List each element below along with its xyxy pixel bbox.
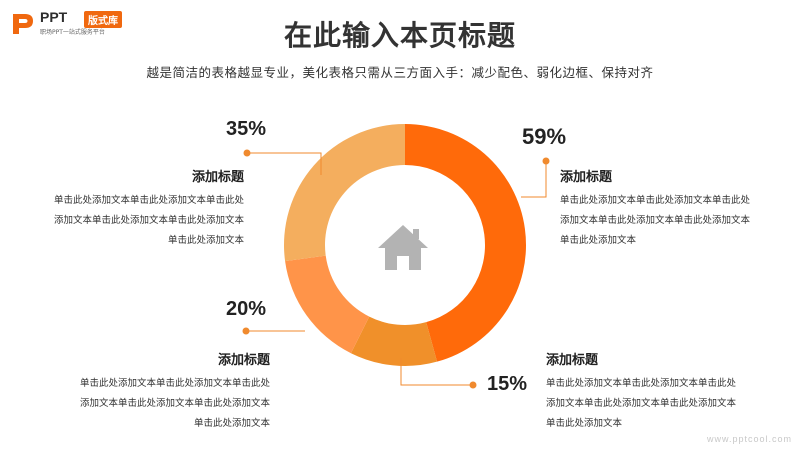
leader-line-15 — [400, 358, 477, 389]
block-line: 单击此处添加文本单击此处添加文本单击此处 — [79, 378, 270, 389]
text-block-bottom-right: 添加标题 单击此处添加文本单击此处添加文本单击此处 添加文本单击此处添加文本单击… — [546, 349, 776, 434]
block-line: 添加文本单击此处添加文本单击此处添加文本 — [79, 398, 270, 409]
block-line: 添加文本单击此处添加文本单击此处添加文本 — [53, 215, 244, 226]
block-line: 单击此处添加文本 — [546, 418, 623, 429]
block-line: 单击此处添加文本 — [193, 418, 270, 429]
home-icon — [378, 225, 428, 270]
percent-label-15: 15% — [487, 373, 528, 395]
leader-line-20 — [242, 327, 305, 335]
leader-line-59 — [521, 157, 550, 198]
donut-slice-15 — [350, 316, 438, 366]
logo-subtitle: 职场PPT一站式服务平台 — [40, 29, 105, 36]
block-title: 添加标题 — [560, 170, 613, 185]
block-line: 单击此处添加文本 — [560, 235, 637, 246]
donut-slice-35 — [283, 124, 405, 262]
brand-logo: PPT 版式库 职场PPT一站式服务平台 — [10, 8, 160, 40]
logo-tag: 版式库 — [84, 11, 122, 28]
watermark: www.pptcool.com — [706, 434, 792, 444]
block-line: 添加文本单击此处添加文本单击此处添加文本 — [560, 215, 751, 226]
logo-p-icon — [13, 14, 33, 34]
page-title: 在此输入本页标题 — [283, 19, 516, 52]
percent-label-35: 35% — [226, 118, 267, 140]
block-line: 单击此处添加文本单击此处添加文本单击此处 — [560, 195, 751, 206]
block-title: 添加标题 — [191, 170, 244, 185]
leader-line-35 — [243, 149, 322, 175]
text-block-top-right: 添加标题 单击此处添加文本单击此处添加文本单击此处 添加文本单击此处添加文本单击… — [560, 166, 790, 251]
block-line: 添加文本单击此处添加文本单击此处添加文本 — [546, 398, 737, 409]
percent-label-59: 59% — [522, 124, 567, 149]
block-title: 添加标题 — [217, 353, 270, 368]
percent-label-20: 20% — [226, 298, 267, 320]
logo-brand-text: PPT — [40, 9, 68, 25]
text-block-top-left: 添加标题 单击此处添加文本单击此处添加文本单击此处 添加文本单击此处添加文本单击… — [14, 166, 244, 251]
block-title: 添加标题 — [546, 353, 599, 368]
page-subtitle: 越是简洁的表格越显专业，美化表格只需从三方面入手：减少配色、弱化边框、保持对齐 — [146, 65, 654, 80]
donut-slice-59 — [405, 124, 526, 362]
block-line: 单击此处添加文本单击此处添加文本单击此处 — [546, 378, 737, 389]
text-block-bottom-left: 添加标题 单击此处添加文本单击此处添加文本单击此处 添加文本单击此处添加文本单击… — [40, 349, 270, 434]
block-line: 单击此处添加文本单击此处添加文本单击此处 — [53, 195, 244, 206]
donut-slice-20 — [285, 255, 370, 354]
block-line: 单击此处添加文本 — [167, 235, 244, 246]
